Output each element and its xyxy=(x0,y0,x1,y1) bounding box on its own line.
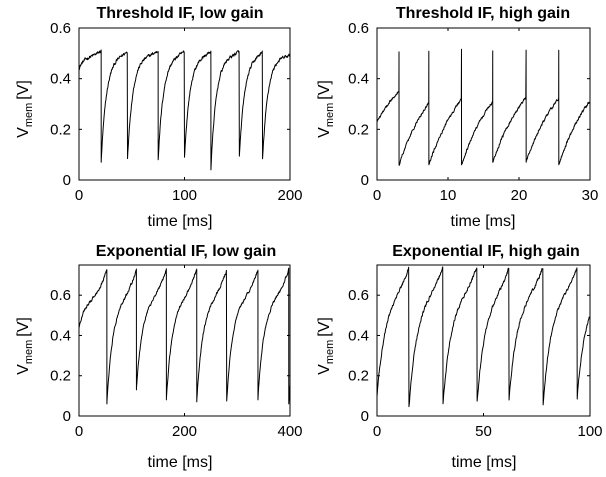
x-tick-label: 0 xyxy=(75,187,83,204)
x-tick-label: 100 xyxy=(172,187,197,204)
plot-area: 0 10 20 30 0 0.2 0.4 0.6 xyxy=(348,20,598,204)
y-axis-label-subscript: mem xyxy=(23,103,35,127)
y-axis-label: Vmem [V] xyxy=(15,317,35,375)
y-tick-label: 0 xyxy=(361,172,369,189)
y-axis-label: Vmem [V] xyxy=(15,80,35,138)
y-axis-label-unit: [V] xyxy=(316,317,333,337)
chart-title: Threshold IF, low gain xyxy=(96,5,263,22)
x-axis-label: time [ms] xyxy=(451,213,516,230)
x-tick-label: 30 xyxy=(582,187,599,204)
y-tick-label: 0.4 xyxy=(50,71,71,88)
y-axis-label-subscript: mem xyxy=(324,340,336,364)
panel-threshold-high-gain: Threshold IF, high gain time [ms] Vmem [V… xyxy=(316,5,598,230)
x-tick-label: 0 xyxy=(373,423,381,440)
series-line xyxy=(78,267,291,405)
y-axis-label-subscript: mem xyxy=(23,340,35,364)
y-axis-label: Vmem [V] xyxy=(316,80,336,138)
y-axis-label: Vmem [V] xyxy=(316,317,336,375)
y-axis-label-unit: [V] xyxy=(15,317,32,337)
y-tick-label: 0.2 xyxy=(348,121,369,138)
x-axis-label: time [ms] xyxy=(148,213,213,230)
y-tick-label: 0.6 xyxy=(50,287,71,304)
series-line xyxy=(376,266,591,408)
panel-exponential-low-gain: Exponential IF, low gain time [ms] Vmem [… xyxy=(15,243,303,471)
x-tick-label: 20 xyxy=(511,187,528,204)
x-tick-label: 100 xyxy=(577,423,602,440)
y-axis-label-subscript: mem xyxy=(324,103,336,127)
series-line xyxy=(376,48,591,166)
y-tick-label: 0 xyxy=(63,172,71,189)
x-axis-label: time [ms] xyxy=(452,454,517,471)
x-tick-label: 200 xyxy=(277,187,302,204)
chart-title: Threshold IF, high gain xyxy=(396,5,570,22)
panel-threshold-low-gain: Threshold IF, low gain time [ms] Vmem [V]… xyxy=(15,5,303,230)
y-tick-label: 0.2 xyxy=(50,121,71,138)
x-tick-label: 10 xyxy=(440,187,457,204)
series-line xyxy=(78,49,291,171)
plot-area: 0 50 100 0 0.2 0.4 0.6 xyxy=(348,264,603,440)
y-tick-label: 0.6 xyxy=(348,287,369,304)
x-tick-label: 0 xyxy=(373,187,381,204)
axes-frame xyxy=(376,27,591,181)
y-tick-label: 0.6 xyxy=(50,20,71,37)
y-tick-label: 0.4 xyxy=(348,327,369,344)
y-tick-label: 0.2 xyxy=(348,368,369,385)
x-axis-label: time [ms] xyxy=(148,454,213,471)
chart-title: Exponential IF, low gain xyxy=(96,243,276,260)
chart-title: Exponential IF, high gain xyxy=(392,243,580,260)
y-tick-label: 0 xyxy=(63,408,71,425)
y-tick-label: 0.4 xyxy=(348,71,369,88)
x-tick-label: 400 xyxy=(277,423,302,440)
plot-area: 0 100 200 0 0.2 0.4 0.6 xyxy=(50,20,302,204)
panel-exponential-high-gain: Exponential IF, high gain time [ms] Vmem… xyxy=(316,243,603,471)
x-tick-label: 50 xyxy=(475,423,492,440)
y-axis-label-symbol: V xyxy=(15,127,32,138)
y-axis-label-unit: [V] xyxy=(316,80,333,100)
y-axis-label-symbol: V xyxy=(316,364,333,375)
y-axis-label-symbol: V xyxy=(316,127,333,138)
plot-area: 0 200 400 0 0.2 0.4 0.6 xyxy=(50,264,303,440)
y-axis-label-unit: [V] xyxy=(15,80,32,100)
x-tick-label: 0 xyxy=(75,423,83,440)
y-axis-label-symbol: V xyxy=(15,364,32,375)
y-tick-label: 0.6 xyxy=(348,20,369,37)
y-tick-label: 0.2 xyxy=(50,368,71,385)
y-tick-label: 0.4 xyxy=(50,327,71,344)
x-tick-label: 200 xyxy=(172,423,197,440)
y-tick-label: 0 xyxy=(361,408,369,425)
